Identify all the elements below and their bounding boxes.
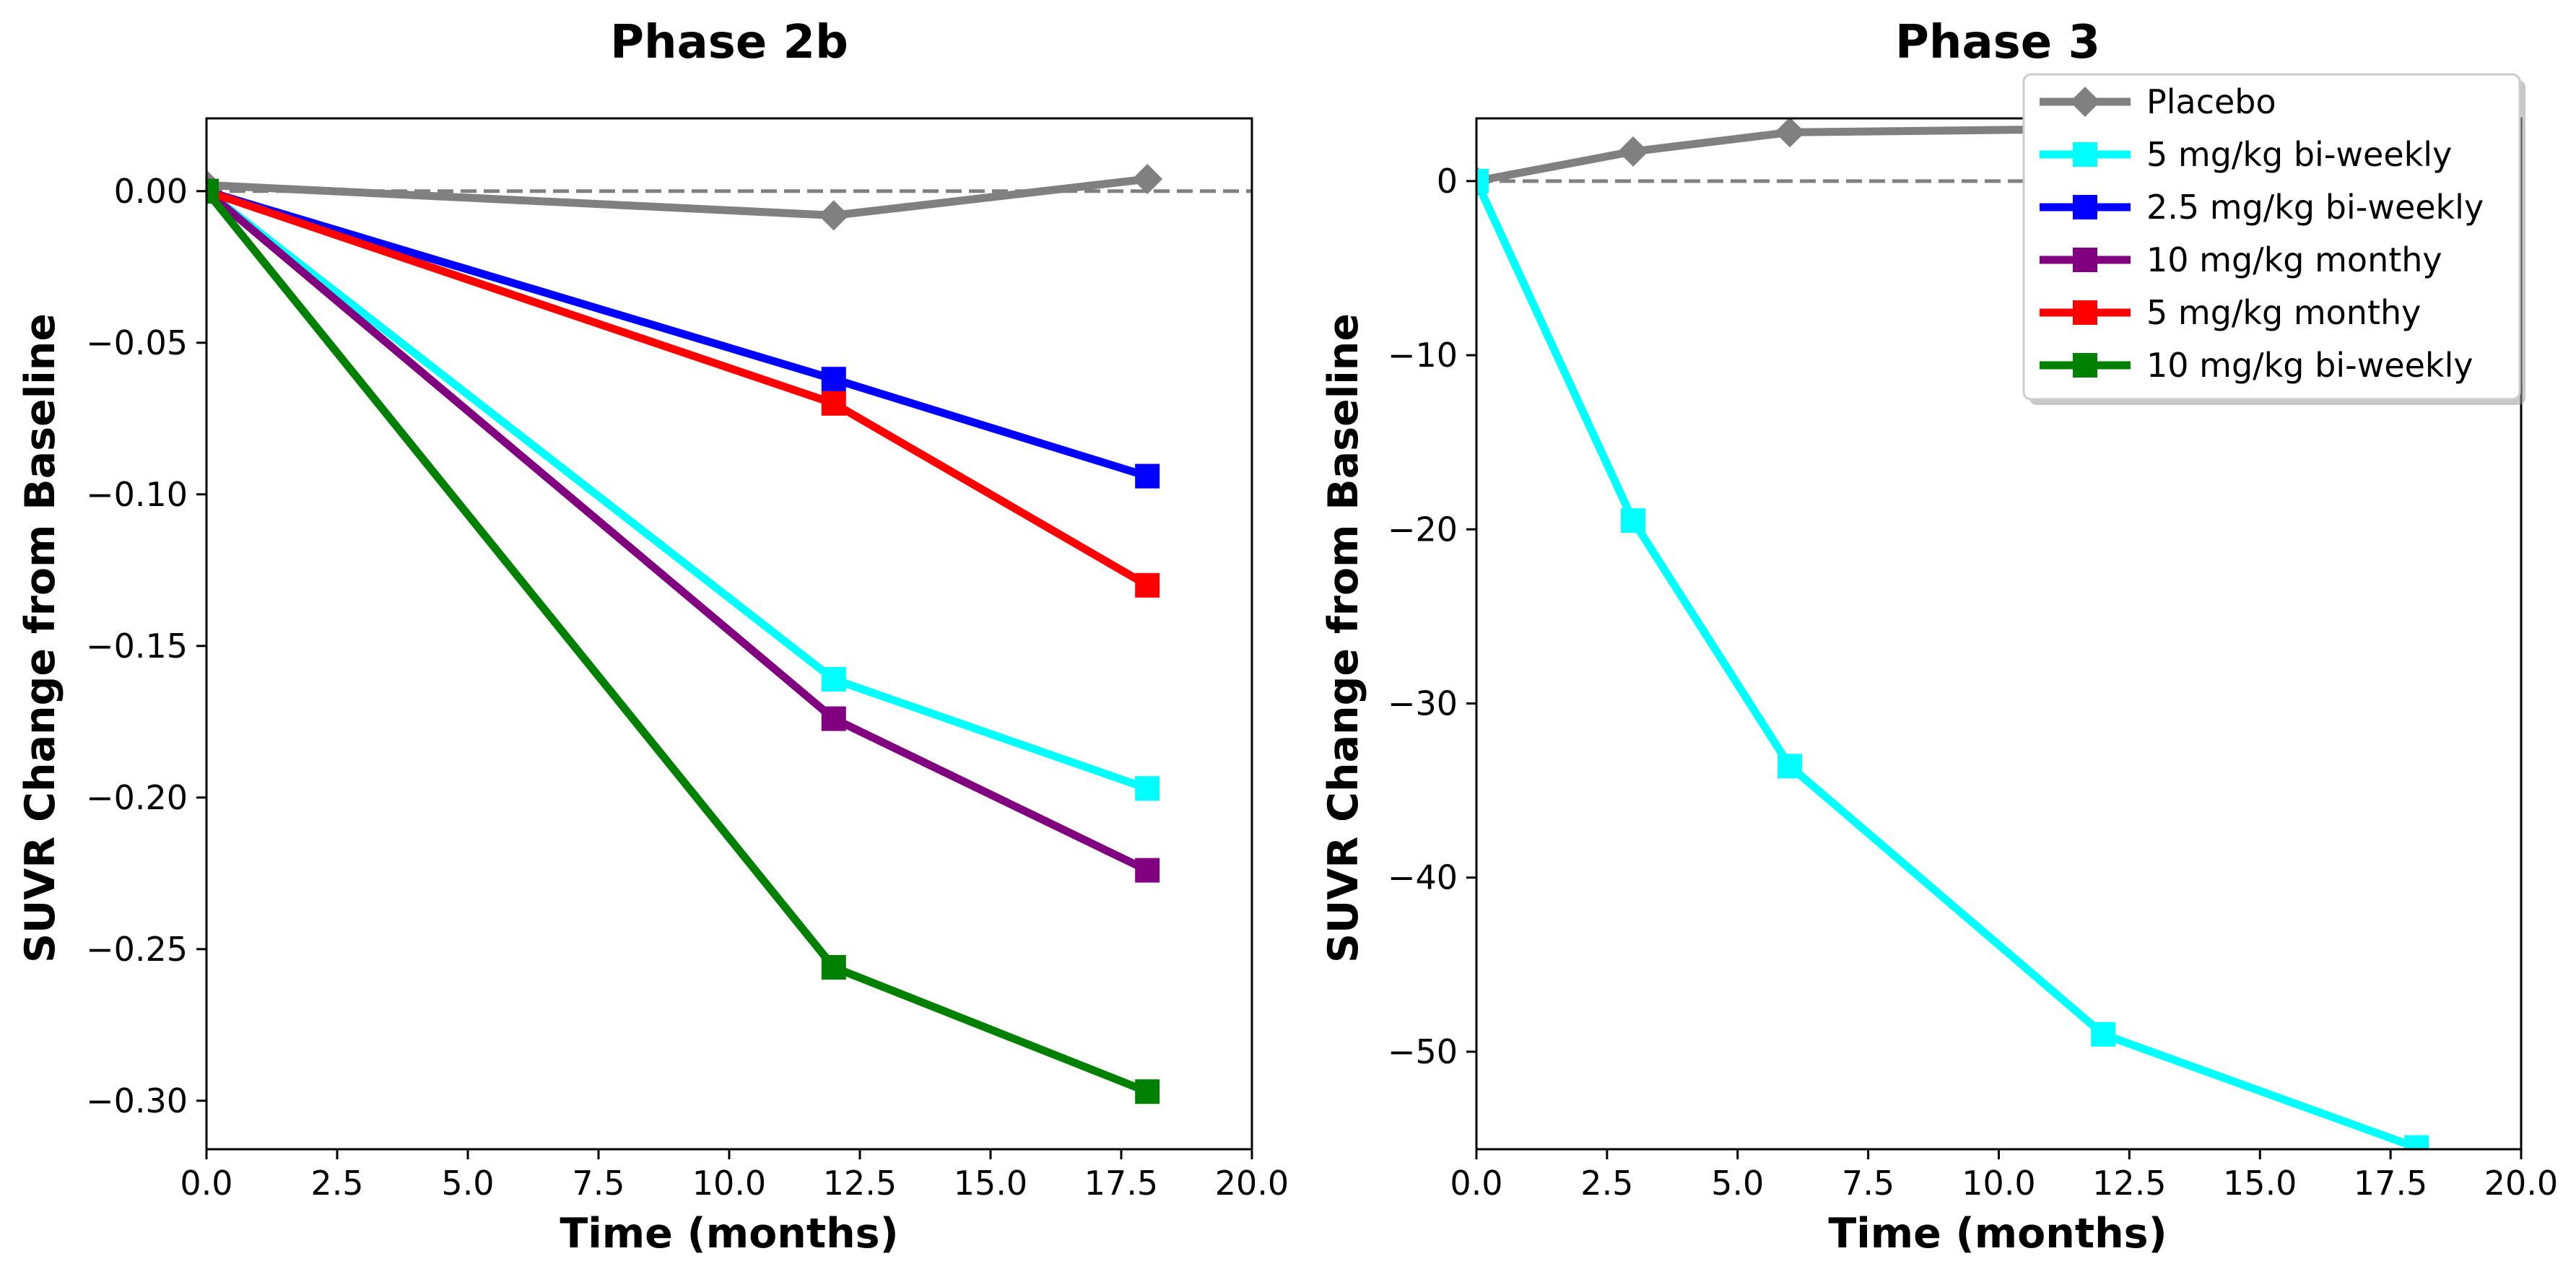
phase-3-x-tick-label: 7.5 bbox=[1842, 1164, 1894, 1203]
phase-2b-series-10-mg-kg-bi-weekly-line bbox=[206, 188, 1149, 1096]
legend-marker-5-mg-kg-bi-weekly bbox=[2073, 142, 2097, 167]
phase-3-series-5-mg-kg-bi-weekly-point bbox=[1777, 754, 1803, 779]
legend-marker-2-5-mg-kg-bi-weekly bbox=[2073, 195, 2097, 219]
phase-3-x-tick-label: 0.0 bbox=[1450, 1164, 1502, 1203]
phase-2b-series-placebo-point bbox=[1132, 164, 1163, 194]
phase-2b-series-placebo-line bbox=[206, 175, 1148, 219]
legend-label-10-mg-kg-monthy: 10 mg/kg monthy bbox=[2146, 240, 2442, 279]
phase-2b-x-tick-label: 7.5 bbox=[572, 1164, 625, 1203]
phase-2b-y-tick-label: −0.25 bbox=[86, 930, 188, 969]
phase-3-x-tick-label: 20.0 bbox=[2484, 1164, 2558, 1203]
phase-2b-x-tick-label: 10.0 bbox=[692, 1164, 766, 1203]
phase-2b-x-axis-label: Time (months) bbox=[560, 1210, 898, 1258]
phase-3-y-tick-label: 0 bbox=[1437, 162, 1458, 201]
legend-label-2-5-mg-kg-bi-weekly: 2.5 mg/kg bi-weekly bbox=[2146, 188, 2484, 227]
phase-3-x-tick-label: 15.0 bbox=[2223, 1164, 2297, 1203]
phase-3-title: Phase 3 bbox=[1895, 16, 2100, 69]
phase-2b-series-5-mg-kg-monthy-point bbox=[821, 391, 846, 416]
legend-box bbox=[2022, 73, 2521, 401]
phase-3-series-5-mg-kg-bi-weekly-point bbox=[2404, 1135, 2429, 1149]
phase-3-y-tick-label: −50 bbox=[1388, 1032, 1458, 1071]
phase-3-x-tick-label: 17.5 bbox=[2354, 1164, 2427, 1203]
phase-3-legend: Placebo 5 mg/kg bi-weekly 2.5 mg/kg bi-wee… bbox=[2022, 73, 2525, 405]
phase-2b-series-10-mg-kg-bi-weekly-point bbox=[821, 955, 846, 980]
legend-marker-10-mg-kg-bi-weekly bbox=[2073, 353, 2097, 378]
phase-3-series-5-mg-kg-bi-weekly-point bbox=[1621, 508, 1646, 533]
phase-2b-x-tick-label: 12.5 bbox=[823, 1164, 897, 1203]
phase-3-x-tick-label: 2.5 bbox=[1580, 1164, 1633, 1203]
phase-3-x-tick-label: 12.5 bbox=[2092, 1164, 2166, 1203]
phase-2b-plot-area bbox=[206, 164, 1163, 1104]
phase-3-series-5-mg-kg-bi-weekly-point bbox=[2091, 1021, 2116, 1047]
legend-label-5-mg-kg-bi-weekly: 5 mg/kg bi-weekly bbox=[2146, 135, 2452, 174]
phase-3-x-tick-label: 5.0 bbox=[1711, 1164, 1764, 1203]
phase-3-y-tick-label: −20 bbox=[1388, 510, 1458, 549]
phase-2b-series-5-mg-kg-bi-weekly-point bbox=[821, 667, 846, 692]
phase-2b-series-10-mg-kg-monthy-point bbox=[821, 706, 846, 731]
phase-2b-series-2-5-mg-kg-bi-weekly-point bbox=[1135, 463, 1160, 489]
phase-2b-series-2-5-mg-kg-bi-weekly-line bbox=[206, 187, 1149, 480]
phase-2b-y-tick-label: −0.20 bbox=[86, 778, 188, 817]
legend-marker-placebo bbox=[2070, 87, 2100, 117]
phase-3-series-placebo-line bbox=[1476, 124, 2104, 186]
phase-2b-series-5-mg-kg-bi-weekly-line bbox=[206, 188, 1149, 793]
phase-3-series-placebo-point bbox=[1775, 118, 1806, 148]
phase-2b-y-axis-label: SUVR Change from Baseline bbox=[17, 313, 64, 963]
legend-marker-5-mg-kg-monthy bbox=[2073, 300, 2097, 325]
phase-2b-x-tick-label: 15.0 bbox=[954, 1164, 1027, 1203]
phase-2b-series-2-5-mg-kg-bi-weekly-point bbox=[821, 367, 846, 392]
phase-2b-series-10-mg-kg-bi-weekly-point bbox=[206, 178, 219, 204]
legend-label-placebo: Placebo bbox=[2146, 82, 2276, 121]
phase-2b-series-5-mg-kg-monthy-point bbox=[1135, 572, 1160, 598]
legend-marker-10-mg-kg-monthy bbox=[2073, 248, 2097, 272]
phase-2b-y-tick-label: −0.15 bbox=[86, 627, 188, 666]
phase-3-plot-area bbox=[1476, 118, 2429, 1149]
phase-2b-series-10-mg-kg-monthy-point bbox=[1135, 858, 1160, 883]
phase-2b-series-placebo-point bbox=[818, 200, 849, 231]
phase-2b-x-tick-label: 5.0 bbox=[441, 1164, 494, 1203]
phase-2b-y-tick-label: 0.00 bbox=[114, 172, 188, 211]
phase-2b-y-tick-label: −0.30 bbox=[86, 1081, 188, 1120]
phase-2b-series-5-mg-kg-monthy-line bbox=[206, 187, 1149, 589]
phase-3-panel: Phase 3 Time (months) SUVR Change from B… bbox=[1320, 16, 2558, 1258]
phase-2b-x-tick-label: 20.0 bbox=[1215, 1164, 1289, 1203]
phase-2b-series-10-mg-kg-bi-weekly-point bbox=[1135, 1079, 1160, 1104]
phase-3-series-5-mg-kg-bi-weekly-point bbox=[1476, 168, 1489, 193]
phase-3-x-axis-label: Time (months) bbox=[1828, 1210, 2167, 1258]
phase-3-y-tick-label: −40 bbox=[1388, 858, 1458, 897]
phase-3-series-placebo-point bbox=[1618, 136, 1649, 167]
phase-2b-y-tick-label: −0.10 bbox=[86, 475, 188, 514]
phase-3-y-axis-label: SUVR Change from Baseline bbox=[1320, 313, 1367, 963]
phase-2b-x-tick-label: 2.5 bbox=[310, 1164, 363, 1203]
phase-3-y-tick-label: −10 bbox=[1388, 336, 1458, 375]
phase-2b-y-tick-label: −0.05 bbox=[86, 323, 188, 362]
legend-label-10-mg-kg-bi-weekly: 10 mg/kg bi-weekly bbox=[2146, 346, 2473, 385]
phase-2b-x-tick-label: 17.5 bbox=[1084, 1164, 1158, 1203]
phase-2b-series-5-mg-kg-bi-weekly-point bbox=[1135, 776, 1160, 801]
phase-3-x-tick-label: 10.0 bbox=[1962, 1164, 2035, 1203]
phase-2b-x-tick-label: 0.0 bbox=[180, 1164, 232, 1203]
phase-2b-title: Phase 2b bbox=[610, 16, 848, 69]
phase-2b-panel: Phase 2b Time (months) SUVR Change from … bbox=[17, 16, 1289, 1258]
legend-label-5-mg-kg-monthy: 5 mg/kg monthy bbox=[2146, 293, 2421, 332]
phase-3-y-tick-label: −30 bbox=[1388, 684, 1458, 723]
